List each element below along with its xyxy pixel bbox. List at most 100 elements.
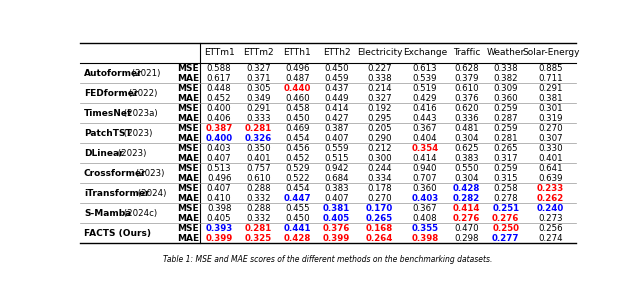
- Text: 0.262: 0.262: [537, 193, 564, 203]
- Text: 0.338: 0.338: [493, 64, 518, 73]
- Text: 0.240: 0.240: [537, 204, 564, 213]
- Text: 0.381: 0.381: [323, 204, 350, 213]
- Text: 0.610: 0.610: [246, 174, 271, 183]
- Text: 0.387: 0.387: [205, 123, 233, 132]
- Text: 0.250: 0.250: [492, 224, 519, 233]
- Text: MAE: MAE: [177, 134, 199, 143]
- Text: 0.256: 0.256: [538, 224, 563, 233]
- Text: 0.330: 0.330: [538, 144, 563, 152]
- Text: 0.349: 0.349: [246, 94, 271, 103]
- Text: 0.259: 0.259: [493, 164, 518, 173]
- Text: iTransformer: iTransformer: [84, 189, 150, 198]
- Text: 0.450: 0.450: [285, 114, 310, 123]
- Text: 0.319: 0.319: [538, 114, 563, 123]
- Text: 0.711: 0.711: [538, 74, 563, 83]
- Text: 0.427: 0.427: [324, 114, 349, 123]
- Text: 0.332: 0.332: [246, 193, 271, 203]
- Text: 0.885: 0.885: [538, 64, 563, 73]
- Text: 0.454: 0.454: [285, 184, 310, 193]
- Text: (2023a): (2023a): [122, 109, 158, 118]
- Text: 0.940: 0.940: [413, 164, 437, 173]
- Text: 0.429: 0.429: [413, 94, 437, 103]
- Text: MSE: MSE: [177, 164, 199, 173]
- Text: 0.360: 0.360: [413, 184, 437, 193]
- Text: MAE: MAE: [177, 234, 199, 242]
- Text: 0.301: 0.301: [538, 103, 563, 112]
- Text: 0.192: 0.192: [367, 103, 392, 112]
- Text: (2022): (2022): [126, 89, 157, 97]
- Text: MSE: MSE: [177, 64, 199, 73]
- Text: 0.617: 0.617: [207, 74, 232, 83]
- Text: 0.276: 0.276: [492, 213, 520, 222]
- Text: 0.405: 0.405: [207, 213, 232, 222]
- Text: 0.428: 0.428: [284, 234, 311, 242]
- Text: 0.259: 0.259: [493, 123, 518, 132]
- Text: 0.383: 0.383: [324, 184, 349, 193]
- Text: 0.428: 0.428: [453, 184, 480, 193]
- Text: 0.170: 0.170: [366, 204, 393, 213]
- Text: 0.376: 0.376: [454, 94, 479, 103]
- Text: 0.401: 0.401: [538, 154, 563, 163]
- Text: 0.334: 0.334: [367, 174, 392, 183]
- Text: Table 1: MSE and MAE scores of the different methods on the benchmarking dataset: Table 1: MSE and MAE scores of the diffe…: [163, 255, 493, 264]
- Text: 0.287: 0.287: [493, 114, 518, 123]
- Text: 0.205: 0.205: [367, 123, 392, 132]
- Text: 0.376: 0.376: [323, 224, 350, 233]
- Text: 0.244: 0.244: [367, 164, 392, 173]
- Text: 0.178: 0.178: [367, 184, 392, 193]
- Text: 0.414: 0.414: [413, 154, 437, 163]
- Text: 0.360: 0.360: [493, 94, 518, 103]
- Text: 0.455: 0.455: [285, 204, 310, 213]
- Text: 0.522: 0.522: [285, 174, 310, 183]
- Text: 0.291: 0.291: [538, 83, 563, 93]
- Text: (2024): (2024): [135, 189, 166, 198]
- Text: 0.707: 0.707: [413, 174, 437, 183]
- Text: 0.398: 0.398: [207, 204, 232, 213]
- Text: 0.387: 0.387: [324, 123, 349, 132]
- Text: ETTh1: ETTh1: [284, 48, 311, 57]
- Text: 0.416: 0.416: [413, 103, 437, 112]
- Text: 0.304: 0.304: [454, 174, 479, 183]
- Text: 0.338: 0.338: [367, 74, 392, 83]
- Text: 0.449: 0.449: [324, 94, 349, 103]
- Text: 0.456: 0.456: [285, 144, 310, 152]
- Text: 0.437: 0.437: [324, 83, 349, 93]
- Text: MAE: MAE: [177, 174, 199, 183]
- Text: 0.625: 0.625: [454, 144, 479, 152]
- Text: 0.408: 0.408: [413, 213, 437, 222]
- Text: 0.403: 0.403: [207, 144, 232, 152]
- Text: 0.641: 0.641: [538, 164, 563, 173]
- Text: MAE: MAE: [177, 114, 199, 123]
- Text: Solar-Energy: Solar-Energy: [522, 48, 579, 57]
- Text: 0.407: 0.407: [207, 184, 232, 193]
- Text: MAE: MAE: [177, 193, 199, 203]
- Text: 0.333: 0.333: [246, 114, 271, 123]
- Text: 0.212: 0.212: [367, 144, 392, 152]
- Text: 0.399: 0.399: [323, 234, 350, 242]
- Text: 0.258: 0.258: [493, 184, 518, 193]
- Text: 0.326: 0.326: [244, 134, 272, 143]
- Text: 0.288: 0.288: [246, 204, 271, 213]
- Text: 0.265: 0.265: [366, 213, 393, 222]
- Text: 0.401: 0.401: [246, 154, 271, 163]
- Text: MAE: MAE: [177, 94, 199, 103]
- Text: 0.371: 0.371: [246, 74, 271, 83]
- Text: 0.300: 0.300: [367, 154, 392, 163]
- Text: 0.519: 0.519: [413, 83, 437, 93]
- Text: 0.304: 0.304: [454, 134, 479, 143]
- Text: 0.336: 0.336: [454, 114, 479, 123]
- Text: 0.405: 0.405: [323, 213, 350, 222]
- Text: 0.620: 0.620: [454, 103, 479, 112]
- Text: 0.354: 0.354: [412, 144, 438, 152]
- Text: 0.407: 0.407: [324, 193, 349, 203]
- Text: 0.559: 0.559: [324, 144, 349, 152]
- Text: (2023): (2023): [132, 169, 164, 178]
- Text: 0.214: 0.214: [367, 83, 392, 93]
- Text: 0.407: 0.407: [207, 154, 232, 163]
- Text: 0.588: 0.588: [207, 64, 232, 73]
- Text: 0.539: 0.539: [413, 74, 437, 83]
- Text: 0.315: 0.315: [493, 174, 518, 183]
- Text: ETTh2: ETTh2: [323, 48, 350, 57]
- Text: 0.274: 0.274: [538, 234, 563, 242]
- Text: Crossformer: Crossformer: [84, 169, 147, 178]
